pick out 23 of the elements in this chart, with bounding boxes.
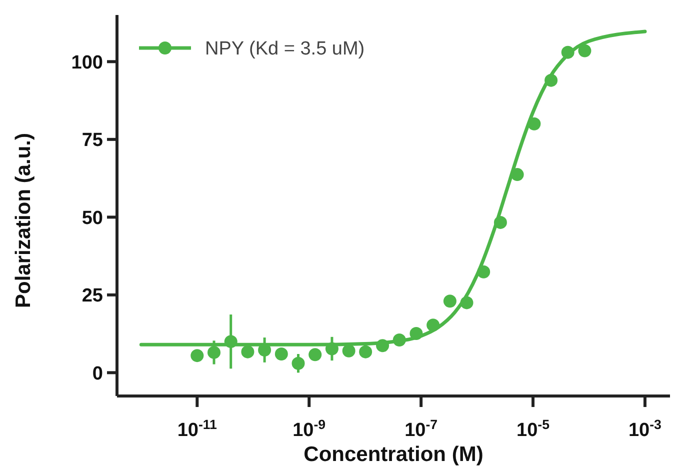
x-tick-label: 10$^{-7}$ — [404, 416, 438, 441]
point — [308, 348, 322, 362]
y-tick-label: 100 — [71, 52, 103, 74]
point — [359, 345, 372, 358]
legend-label: NPY (Kd = 3.5 uM) — [205, 38, 365, 60]
point — [274, 348, 288, 361]
point — [578, 44, 592, 58]
point — [208, 346, 220, 359]
x-tick-label: 10$^{-9}$ — [292, 416, 326, 441]
y-tick-label: 0 — [92, 363, 103, 384]
x-tick-label: 10$^{-11}$ — [177, 416, 218, 441]
y-tick-label: 75 — [82, 130, 104, 152]
y-tick-label: 25 — [82, 286, 104, 307]
point — [190, 349, 204, 362]
x-tick-label: 10$^{-5}$ — [516, 416, 550, 441]
point — [342, 344, 356, 358]
x-tick-label: 10$^{-3}$ — [628, 416, 662, 441]
y-axis-title: Polarization (a.u.) — [12, 132, 35, 308]
x-axis-title: Concentration (M) — [304, 443, 484, 466]
point — [443, 294, 456, 308]
point — [292, 356, 305, 370]
y-tick-label: 50 — [82, 208, 103, 229]
point — [241, 345, 254, 358]
